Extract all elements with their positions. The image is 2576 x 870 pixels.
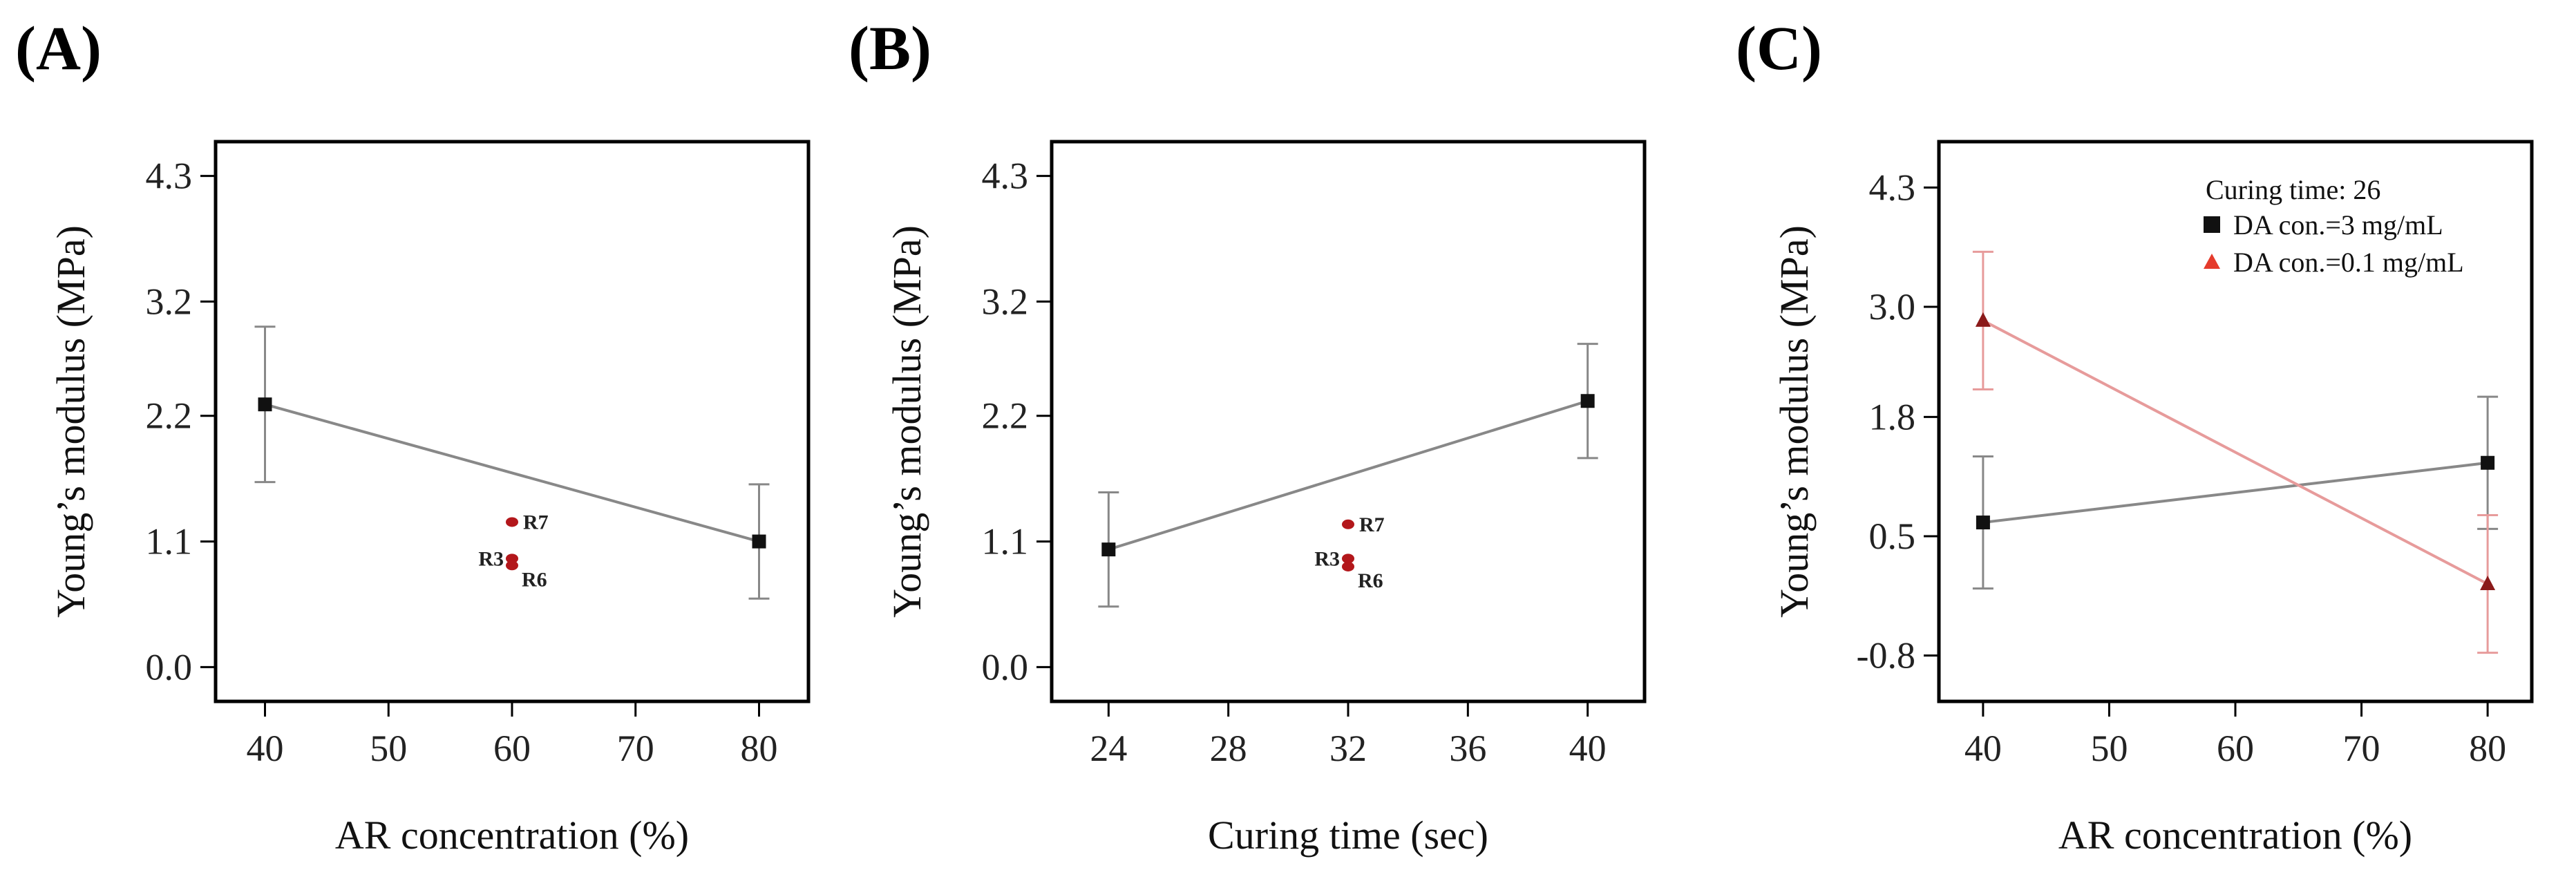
- point-label-r3: R3: [1314, 547, 1340, 570]
- legend-square-marker-icon: [2204, 216, 2220, 233]
- point-r7: [506, 517, 518, 527]
- panel-b-xtick-0: 24: [1090, 728, 1127, 769]
- panel-c-y-axis-title: Young’s modulus (MPa): [1772, 225, 1817, 618]
- panel-b-plot-frame: [1050, 140, 1647, 703]
- panel-c-ytick-1: 0.5: [1869, 516, 1916, 557]
- panel-c-marks: [1924, 186, 2499, 717]
- panel-a-xtick-1: 50: [370, 728, 407, 769]
- data-point-square: [1580, 394, 1595, 408]
- panel-a-marks: R7 R3 R6: [200, 175, 770, 717]
- point-label-r6: R6: [1358, 569, 1383, 592]
- panel-a-xtick-2: 60: [493, 728, 531, 769]
- panel-a-xtick-3: 70: [617, 728, 654, 769]
- point-r6: [506, 560, 518, 571]
- panel-b-ytick-3: 3.2: [982, 281, 1029, 322]
- panel-a-ytick-4: 4.3: [146, 155, 193, 197]
- panel-a-plot-frame: [214, 140, 811, 703]
- panel-a-ytick-2: 2.2: [146, 395, 193, 437]
- series-line-0: [264, 403, 760, 543]
- panel-b-y-axis-title: Young’s modulus (MPa): [884, 225, 929, 618]
- panel-c-x-axis-title: AR concentration (%): [2058, 813, 2412, 858]
- panel-a-label: (A): [15, 15, 102, 83]
- series-line-1: [1982, 319, 2489, 585]
- panel-c-label: (C): [1736, 15, 1822, 83]
- point-r7: [1342, 519, 1354, 529]
- point-label-r7: R7: [1359, 513, 1385, 536]
- data-point-square: [752, 534, 766, 549]
- panel-b: (B) 0.0 1.1 2.2 3.2 4.3 24 28 32 36 40 C…: [849, 15, 1647, 858]
- panel-c-ytick-3: 3.0: [1869, 286, 1916, 328]
- point-r6: [1342, 561, 1354, 571]
- panel-a-x-ticks: 40 50 60 70 80: [247, 728, 778, 769]
- panel-b-ytick-0: 0.0: [982, 646, 1029, 688]
- panel-c: (C) -0.8 0.5 1.8 3.0 4.3 40 50 60 70 80 …: [1736, 15, 2534, 858]
- legend-title: Curing time: 26: [2206, 174, 2380, 205]
- panel-a-ytick-0: 0.0: [146, 646, 193, 688]
- panel-c-xtick-4: 80: [2469, 728, 2506, 769]
- data-point-square: [258, 397, 272, 412]
- panel-a-y-axis-title: Young’s modulus (MPa): [48, 225, 93, 618]
- panel-a-ytick-3: 3.2: [146, 281, 193, 322]
- point-r3: [506, 554, 518, 564]
- legend-triangle-marker-icon: [2204, 254, 2220, 269]
- panel-b-xtick-1: 28: [1210, 728, 1247, 769]
- panel-b-x-axis-title: Curing time (sec): [1208, 813, 1488, 858]
- panel-a-ytick-1: 1.1: [146, 521, 193, 562]
- panel-c-xtick-2: 60: [2217, 728, 2254, 769]
- data-point-square: [1101, 542, 1116, 557]
- panel-c-xtick-3: 70: [2343, 728, 2380, 769]
- panel-c-ytick-4: 4.3: [1869, 167, 1916, 208]
- panel-b-marks: R7 R3 R6: [1036, 175, 1598, 717]
- data-point-square: [1976, 516, 1990, 530]
- point-label-r3: R3: [478, 547, 504, 570]
- panel-c-legend: Curing time: 26 DA con.=3 mg/mL DA con.=…: [2204, 174, 2464, 278]
- legend-entry-da-0.1: DA con.=0.1 mg/mL: [2233, 247, 2464, 278]
- panel-a: (A) 0.0 1.1 2.2 3.2 4.3 40 50 60 70 80 A…: [15, 15, 811, 858]
- panel-c-xtick-1: 50: [2090, 728, 2128, 769]
- panel-c-ytick-0: -0.8: [1857, 635, 1915, 677]
- panel-a-xtick-0: 40: [247, 728, 284, 769]
- data-point-square: [2481, 455, 2495, 470]
- series-line-0: [1108, 399, 1589, 551]
- point-r3: [1342, 554, 1354, 564]
- panel-c-xtick-0: 40: [1964, 728, 2002, 769]
- panel-c-x-ticks: 40 50 60 70 80: [1964, 728, 2506, 769]
- panel-b-xtick-2: 32: [1329, 728, 1367, 769]
- panel-a-y-ticks: 0.0 1.1 2.2 3.2 4.3: [146, 155, 193, 688]
- series-line-0: [1982, 461, 2488, 524]
- panel-b-ytick-2: 2.2: [982, 395, 1029, 437]
- panel-b-y-ticks: 0.0 1.1 2.2 3.2 4.3: [982, 155, 1029, 688]
- panel-c-ytick-2: 1.8: [1869, 396, 1916, 437]
- panel-b-x-ticks: 24 28 32 36 40: [1090, 728, 1606, 769]
- point-label-r6: R6: [522, 568, 547, 591]
- panel-a-xtick-4: 80: [741, 728, 778, 769]
- panel-c-y-ticks: -0.8 0.5 1.8 3.0 4.3: [1857, 167, 1915, 676]
- panel-b-ytick-4: 4.3: [982, 155, 1029, 197]
- panel-b-xtick-4: 40: [1569, 728, 1607, 769]
- point-label-r7: R7: [523, 511, 549, 533]
- panel-b-xtick-3: 36: [1449, 728, 1486, 769]
- panel-b-label: (B): [849, 15, 931, 83]
- panel-b-ytick-1: 1.1: [982, 521, 1029, 562]
- data-point-triangle: [1975, 312, 1991, 327]
- data-point-triangle: [2480, 576, 2496, 591]
- legend-entry-da-3: DA con.=3 mg/mL: [2233, 209, 2443, 240]
- panel-a-x-axis-title: AR concentration (%): [335, 813, 689, 858]
